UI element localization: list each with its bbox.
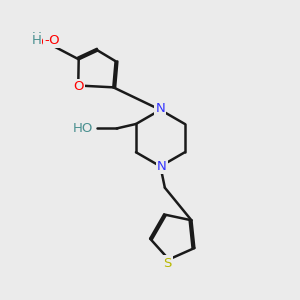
Text: N: N bbox=[155, 102, 165, 115]
Text: -O: -O bbox=[44, 34, 59, 47]
Text: N: N bbox=[157, 160, 167, 173]
Text: H: H bbox=[32, 31, 42, 44]
Text: HO: HO bbox=[73, 122, 93, 135]
Text: S: S bbox=[163, 256, 172, 269]
Text: O: O bbox=[73, 80, 83, 94]
Text: -O: -O bbox=[37, 36, 52, 49]
Text: H: H bbox=[31, 34, 41, 47]
